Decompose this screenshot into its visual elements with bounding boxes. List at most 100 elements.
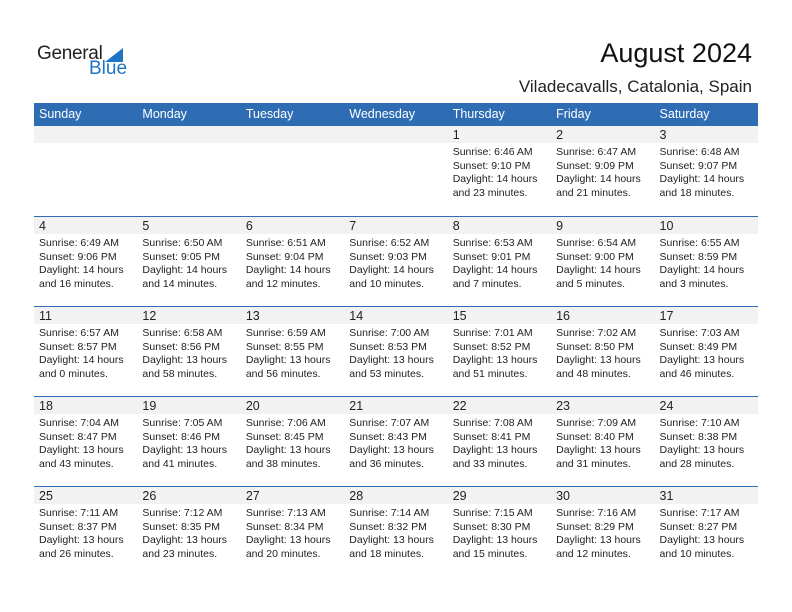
day-cell: 22 Sunrise: 7:08 AM Sunset: 8:41 PM Dayligh… [448, 397, 551, 471]
day-cell: 3 Sunrise: 6:48 AM Sunset: 9:07 PM Daylight… [655, 126, 758, 200]
day-sunset: Sunset: 8:41 PM [452, 430, 531, 443]
day-daylight2: and 48 minutes. [556, 367, 631, 380]
day-number: 6 [245, 219, 253, 233]
day-sunrise: Sunrise: 6:57 AM [39, 327, 119, 339]
day-details: Sunrise: 6:50 AM Sunset: 9:05 PM Daylight:… [142, 234, 240, 291]
weekday-friday: Friday [556, 107, 591, 121]
day-daylight1: Daylight: 13 hours [556, 354, 641, 366]
logo-text-general: General [37, 43, 103, 64]
day-daylight1: Daylight: 13 hours [452, 534, 538, 546]
day-details: Sunrise: 7:15 AM Sunset: 8:30 PM Daylight:… [453, 504, 551, 561]
day-details: Sunrise: 7:01 AM Sunset: 8:52 PM Daylight:… [453, 324, 551, 381]
day-details: Sunrise: 7:14 AM Sunset: 8:32 PM Daylight:… [349, 504, 447, 561]
day-number: 31 [659, 489, 674, 503]
day-cell: 8 Sunrise: 6:53 AM Sunset: 9:01 PM Daylight… [448, 217, 551, 291]
day-number: 14 [349, 309, 364, 323]
day-sunrise: Sunrise: 7:02 AM [556, 327, 637, 339]
day-details: Sunrise: 7:11 AM Sunset: 8:37 PM Daylight:… [39, 504, 137, 561]
empty-day-cell [137, 126, 240, 200]
weekday-saturday: Saturday [659, 107, 710, 121]
day-daylight1: Daylight: 13 hours [452, 444, 538, 456]
day-cell: 14 Sunrise: 7:00 AM Sunset: 8:53 PM Dayligh… [344, 307, 447, 381]
day-sunset: Sunset: 8:35 PM [142, 520, 221, 533]
week-cells: 25 Sunrise: 7:11 AM Sunset: 8:37 PM Dayligh… [34, 487, 758, 561]
day-sunrise: Sunrise: 6:53 AM [452, 237, 533, 249]
day-details: Sunrise: 7:09 AM Sunset: 8:40 PM Daylight:… [556, 414, 654, 471]
day-details: Sunrise: 7:05 AM Sunset: 8:46 PM Daylight:… [142, 414, 240, 471]
day-daylight2: and 18 minutes. [349, 547, 424, 560]
day-cell: 28 Sunrise: 7:14 AM Sunset: 8:32 PM Dayligh… [344, 487, 447, 561]
day-daylight1: Daylight: 13 hours [349, 534, 434, 546]
day-details: Sunrise: 7:10 AM Sunset: 8:38 PM Daylight:… [660, 414, 758, 471]
day-daylight2: and 28 minutes. [659, 457, 735, 470]
logo-triangle-icon [105, 48, 123, 62]
day-number: 21 [349, 399, 364, 413]
day-sunrise: Sunrise: 6:59 AM [245, 327, 326, 339]
calendar-week: 18 Sunrise: 7:04 AM Sunset: 8:47 PM Dayligh… [34, 396, 758, 486]
week-cells: 1 Sunrise: 6:46 AM Sunset: 9:10 PM Daylight… [34, 126, 758, 200]
day-daylight2: and 20 minutes. [245, 547, 321, 560]
day-number: 3 [659, 128, 667, 142]
day-sunrise: Sunrise: 7:05 AM [142, 417, 223, 429]
day-details: Sunrise: 6:52 AM Sunset: 9:03 PM Daylight:… [349, 234, 447, 291]
day-cell: 24 Sunrise: 7:10 AM Sunset: 8:38 PM Dayligh… [655, 397, 758, 471]
day-number: 18 [39, 399, 53, 413]
day-sunset: Sunset: 9:10 PM [452, 159, 531, 172]
day-daylight2: and 36 minutes. [349, 457, 424, 470]
day-cell: 6 Sunrise: 6:51 AM Sunset: 9:04 PM Daylight… [241, 217, 344, 291]
day-daylight1: Daylight: 14 hours [452, 264, 538, 276]
day-number: 13 [245, 309, 260, 323]
day-cell: 2 Sunrise: 6:47 AM Sunset: 9:09 PM Daylight… [551, 126, 654, 200]
day-details: Sunrise: 6:46 AM Sunset: 9:10 PM Daylight:… [453, 143, 551, 200]
day-daylight1: Daylight: 13 hours [556, 534, 641, 546]
day-number: 28 [349, 489, 364, 503]
day-daylight2: and 26 minutes. [39, 547, 114, 560]
day-sunrise: Sunrise: 7:11 AM [39, 507, 119, 519]
day-daylight1: Daylight: 13 hours [142, 444, 228, 456]
day-details: Sunrise: 7:02 AM Sunset: 8:50 PM Daylight:… [556, 324, 654, 381]
day-number: 20 [245, 399, 260, 413]
day-cell: 25 Sunrise: 7:11 AM Sunset: 8:37 PM Dayligh… [34, 487, 137, 561]
day-daylight2: and 38 minutes. [245, 457, 321, 470]
day-sunrise: Sunrise: 7:03 AM [659, 327, 740, 339]
week-cells: 4 Sunrise: 6:49 AM Sunset: 9:06 PM Daylight… [34, 217, 758, 291]
day-details: Sunrise: 7:07 AM Sunset: 8:43 PM Daylight:… [349, 414, 447, 471]
day-cell: 26 Sunrise: 7:12 AM Sunset: 8:35 PM Dayligh… [137, 487, 240, 561]
day-daylight2: and 21 minutes. [556, 186, 631, 199]
day-daylight1: Daylight: 14 hours [659, 173, 745, 185]
day-sunset: Sunset: 8:32 PM [349, 520, 427, 533]
day-daylight1: Daylight: 13 hours [39, 444, 124, 456]
day-number: 23 [556, 399, 571, 413]
day-details: Sunrise: 6:54 AM Sunset: 9:00 PM Daylight:… [556, 234, 654, 291]
day-sunset: Sunset: 8:59 PM [659, 250, 738, 263]
day-number-band [34, 397, 758, 414]
page-title: August 2024 [600, 38, 752, 68]
day-daylight1: Daylight: 14 hours [659, 264, 745, 276]
weekday-header: Sunday Monday Tuesday Wednesday Thursday Frid… [34, 103, 758, 126]
calendar-week: 11 Sunrise: 6:57 AM Sunset: 8:57 PM Dayligh… [34, 306, 758, 396]
day-sunrise: Sunrise: 7:14 AM [349, 507, 430, 519]
day-number: 25 [39, 489, 53, 503]
day-sunset: Sunset: 8:27 PM [659, 520, 738, 533]
day-daylight1: Daylight: 13 hours [659, 534, 745, 546]
day-number: 12 [142, 309, 157, 323]
day-daylight1: Daylight: 13 hours [39, 534, 124, 546]
day-daylight1: Daylight: 14 hours [556, 264, 641, 276]
day-cell: 16 Sunrise: 7:02 AM Sunset: 8:50 PM Dayligh… [551, 307, 654, 381]
weekday-tuesday: Tuesday [245, 107, 294, 121]
day-sunset: Sunset: 9:00 PM [556, 250, 634, 263]
calendar-weeks: 1 Sunrise: 6:46 AM Sunset: 9:10 PM Daylight… [34, 126, 758, 576]
day-cell: 29 Sunrise: 7:15 AM Sunset: 8:30 PM Dayligh… [448, 487, 551, 561]
day-number: 7 [349, 219, 357, 233]
day-details: Sunrise: 7:13 AM Sunset: 8:34 PM Daylight:… [246, 504, 344, 561]
day-sunset: Sunset: 9:09 PM [556, 159, 634, 172]
day-daylight2: and 51 minutes. [452, 367, 528, 380]
day-number: 8 [452, 219, 460, 233]
location-subtitle: Viladecavalls, Catalonia, Spain [518, 77, 752, 96]
day-sunrise: Sunrise: 6:50 AM [142, 237, 223, 249]
day-sunrise: Sunrise: 6:46 AM [452, 146, 533, 158]
day-number-band [34, 307, 758, 324]
day-details: Sunrise: 7:06 AM Sunset: 8:45 PM Daylight:… [246, 414, 344, 471]
day-sunrise: Sunrise: 7:13 AM [245, 507, 326, 519]
day-cell: 19 Sunrise: 7:05 AM Sunset: 8:46 PM Dayligh… [137, 397, 240, 471]
